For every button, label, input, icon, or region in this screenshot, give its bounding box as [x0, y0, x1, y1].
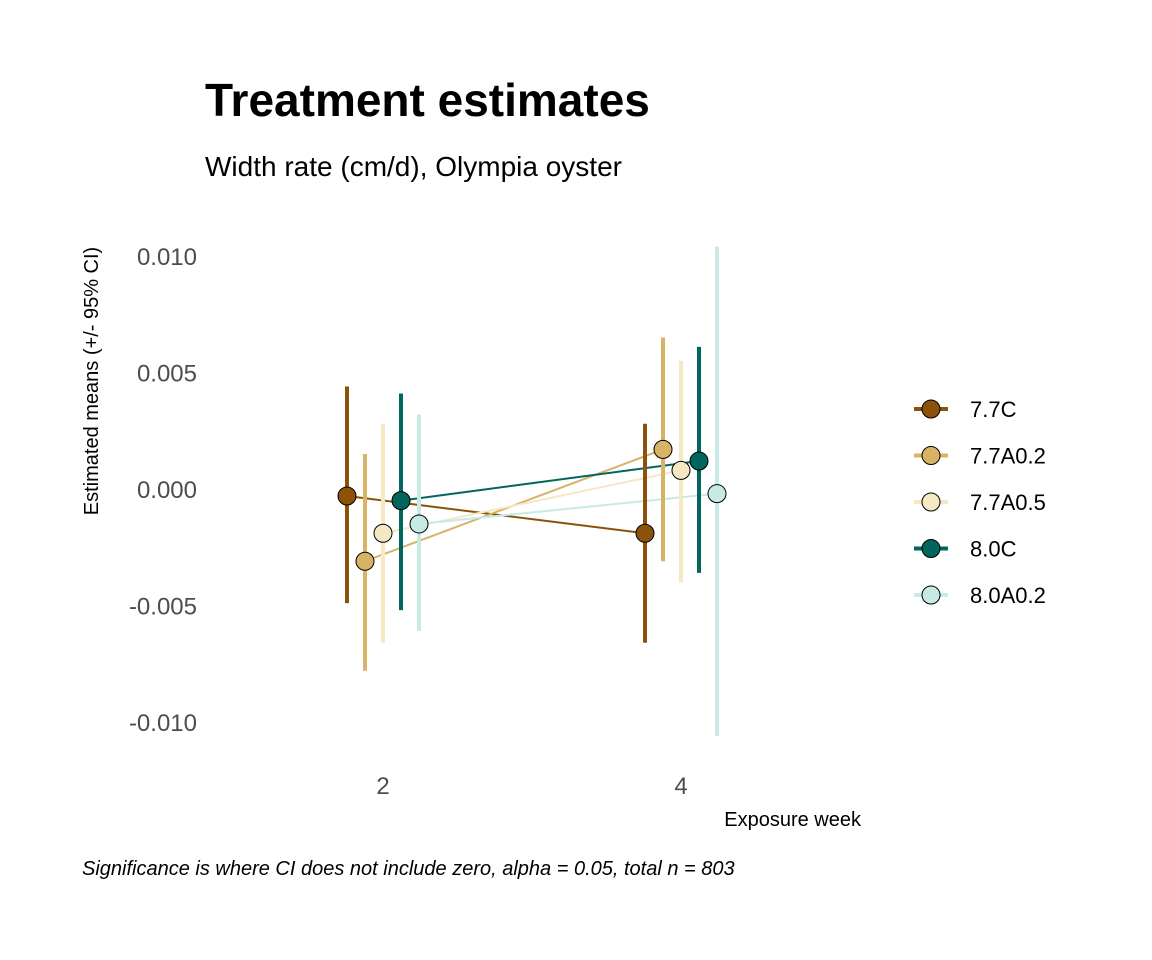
point-8-0a0-2 [409, 514, 429, 534]
point-8-0c [689, 451, 709, 471]
x-tick-label: 4 [674, 773, 687, 800]
legend-label: 7.7A0.2 [970, 444, 1046, 469]
point-7-7a0-5 [671, 460, 691, 480]
y-tick-label: 0.010 [137, 244, 197, 271]
series-line-8-0a0-2 [418, 492, 718, 525]
legend-label: 7.7C [970, 397, 1017, 422]
y-tick-label: -0.005 [129, 594, 197, 621]
point-8-0c [391, 491, 411, 511]
y-tick-label: -0.010 [129, 710, 197, 737]
legend-label: 8.0C [970, 537, 1017, 562]
axis-ticks: 0.010 0.005 0.000 -0.005 -0.010 2 4 [129, 244, 688, 800]
point-8-0a0-2 [707, 484, 727, 504]
series-lines [346, 448, 718, 563]
series-line-8-0c [400, 460, 700, 502]
y-axis-label: Estimated means (+/- 95% CI) [81, 247, 103, 515]
plot-area [337, 246, 727, 736]
legend-key-point [921, 585, 941, 605]
legend-label: 7.7A0.5 [970, 490, 1046, 515]
legend-key-point [921, 399, 941, 419]
point-7-7a0-2 [355, 551, 375, 571]
chart-title: Treatment estimates [205, 74, 650, 126]
point-7-7a0-5 [373, 523, 393, 543]
legend-key-point [921, 539, 941, 558]
legend: 7.7C 7.7A0.2 7.7A0.5 8.0C 8.0A0.2 [914, 397, 1046, 608]
x-axis-label: Exposure week [724, 809, 862, 831]
chart-caption: Significance is where CI does not includ… [82, 858, 735, 880]
x-tick-label: 2 [376, 773, 389, 800]
point-7-7c [337, 486, 357, 506]
chart-subtitle: Width rate (cm/d), Olympia oyster [205, 151, 622, 182]
y-tick-label: 0.000 [137, 477, 197, 504]
legend-key-point [921, 492, 941, 512]
y-tick-label: 0.005 [137, 361, 197, 388]
point-7-7c [635, 523, 655, 543]
points [337, 439, 727, 571]
legend-label: 8.0A0.2 [970, 583, 1046, 608]
point-7-7a0-2 [653, 439, 673, 459]
legend-key-point [921, 446, 941, 465]
